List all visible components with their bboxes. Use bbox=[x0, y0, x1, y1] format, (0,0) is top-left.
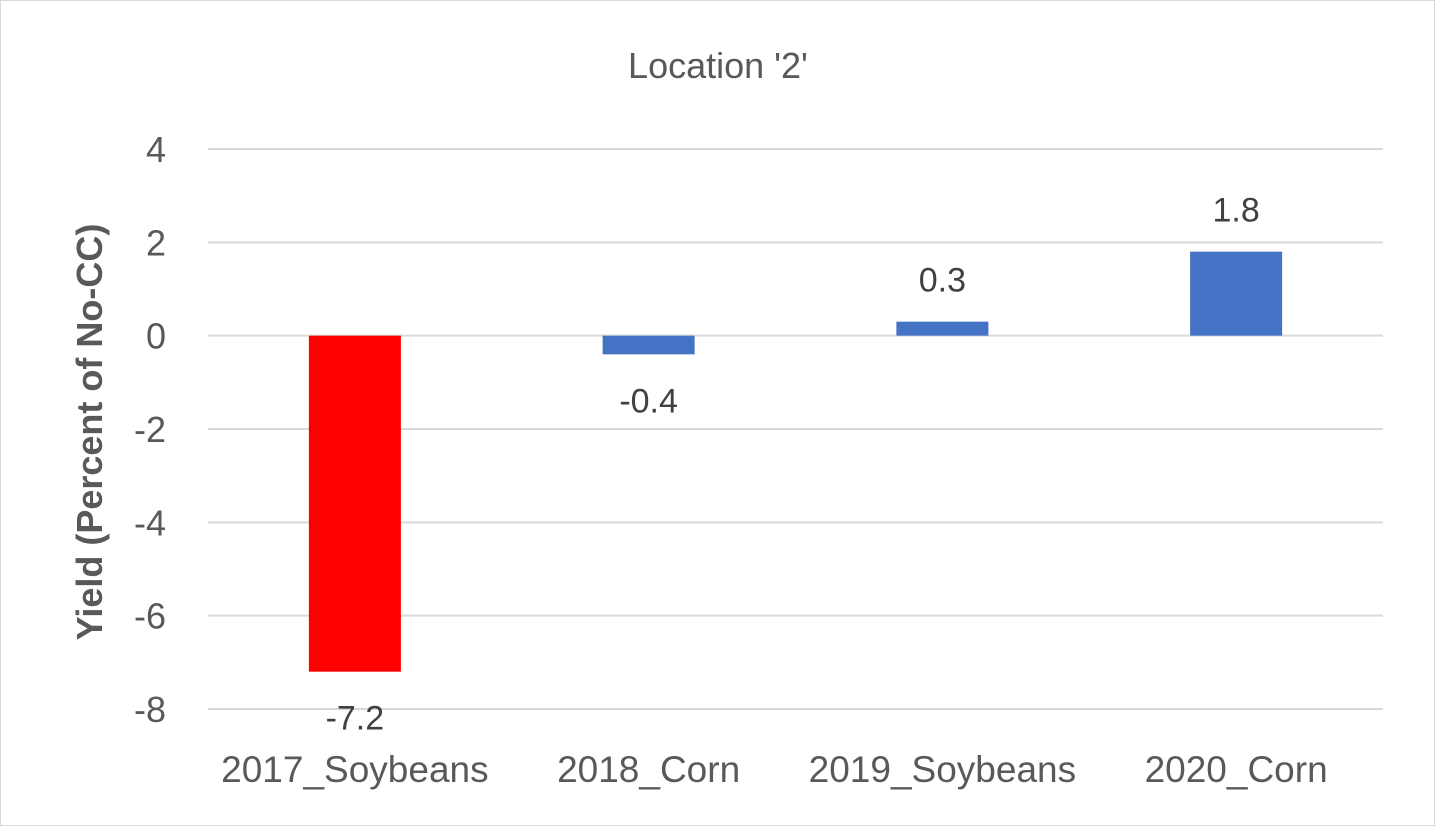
x-axis-categories: 2017_Soybeans 2018_Corn 2019_Soybeans 2020_… bbox=[221, 749, 1328, 790]
data-label: 1.8 bbox=[1212, 192, 1259, 230]
data-label: -7.2 bbox=[326, 700, 385, 738]
x-category-label: 2017_Soybeans bbox=[221, 749, 488, 790]
y-tick-label: 4 bbox=[146, 129, 166, 170]
x-category-label: 2018_Corn bbox=[557, 749, 740, 790]
y-tick-label: -2 bbox=[134, 409, 166, 450]
bar-2019_Soybeans bbox=[896, 321, 989, 336]
y-tick-label: 2 bbox=[146, 222, 166, 263]
x-category-label: 2019_Soybeans bbox=[809, 749, 1076, 790]
data-label: 0.3 bbox=[919, 262, 966, 300]
y-tick-label: -4 bbox=[134, 502, 166, 543]
gridlines bbox=[208, 148, 1383, 710]
data-labels: -7.2 -0.4 0.3 1.8 bbox=[326, 192, 1260, 738]
data-label: -0.4 bbox=[619, 382, 678, 420]
bar-2018_Corn bbox=[602, 335, 695, 355]
y-tick-label: 0 bbox=[146, 316, 166, 357]
chart-title: Location '2' bbox=[628, 45, 808, 86]
y-axis-label: Yield (Percent of No-CC) bbox=[69, 224, 110, 641]
x-category-label: 2020_Corn bbox=[1145, 749, 1328, 790]
bar-2017_Soybeans bbox=[308, 335, 401, 672]
bars bbox=[308, 251, 1283, 672]
y-tick-label: -8 bbox=[134, 689, 166, 730]
y-tick-label: -6 bbox=[134, 596, 166, 637]
y-axis-ticks: 4 2 0 -2 -4 -6 -8 bbox=[134, 129, 166, 730]
bar-2020_Corn bbox=[1190, 251, 1283, 336]
